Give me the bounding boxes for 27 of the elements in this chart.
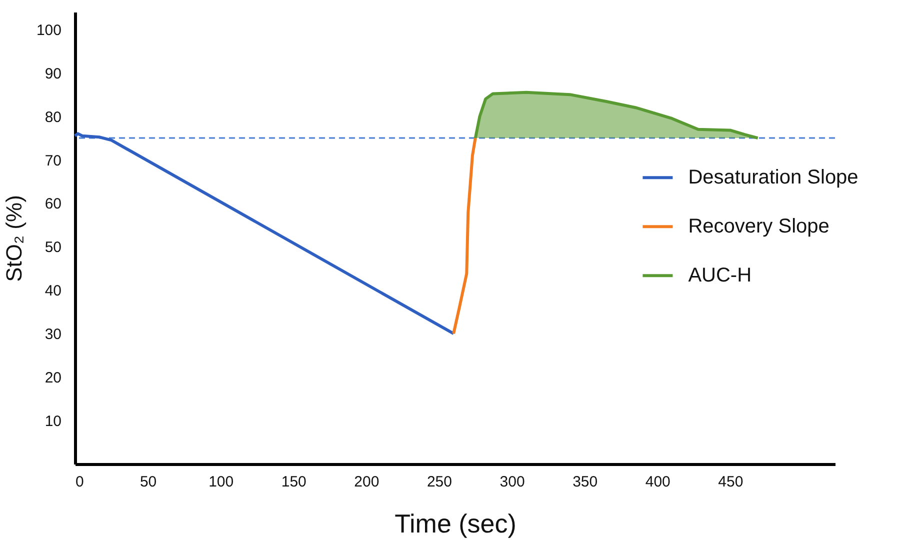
x-tick-label: 0 bbox=[76, 474, 84, 490]
y-tick-label: 60 bbox=[44, 196, 62, 213]
x-tick-label: 300 bbox=[500, 474, 525, 490]
y-tick-label: 90 bbox=[44, 65, 62, 82]
y-tick-label: 20 bbox=[44, 370, 62, 387]
legend-label: Desaturation Slope bbox=[688, 166, 858, 189]
x-tick-label: 100 bbox=[208, 474, 234, 490]
y-tick-label: 70 bbox=[44, 152, 62, 170]
line-series bbox=[452, 136, 477, 336]
y-tick-label: 50 bbox=[44, 239, 62, 256]
y-tick-label: 80 bbox=[44, 108, 62, 126]
x-tick-label: 350 bbox=[572, 474, 598, 490]
y-tick-label: 30 bbox=[44, 326, 62, 344]
y-tick-label: 40 bbox=[44, 282, 62, 300]
x-tick-label: 250 bbox=[426, 474, 452, 490]
line-series bbox=[74, 132, 456, 336]
y-tick-label: 10 bbox=[44, 413, 62, 430]
x-tick-label: 150 bbox=[281, 474, 306, 490]
legend-label: Recovery Slope bbox=[688, 216, 830, 238]
y-tick-label: 100 bbox=[36, 22, 62, 39]
x-tick-label: 400 bbox=[645, 474, 670, 490]
x-tick-label: 450 bbox=[718, 474, 744, 490]
x-axis-title: Time (sec) bbox=[394, 508, 516, 538]
x-tick-label: 200 bbox=[354, 474, 380, 490]
legend-label: AUC-H bbox=[688, 264, 752, 287]
y-axis-title: StO₂ (%) bbox=[1, 195, 26, 282]
x-tick-label: 50 bbox=[140, 474, 157, 490]
